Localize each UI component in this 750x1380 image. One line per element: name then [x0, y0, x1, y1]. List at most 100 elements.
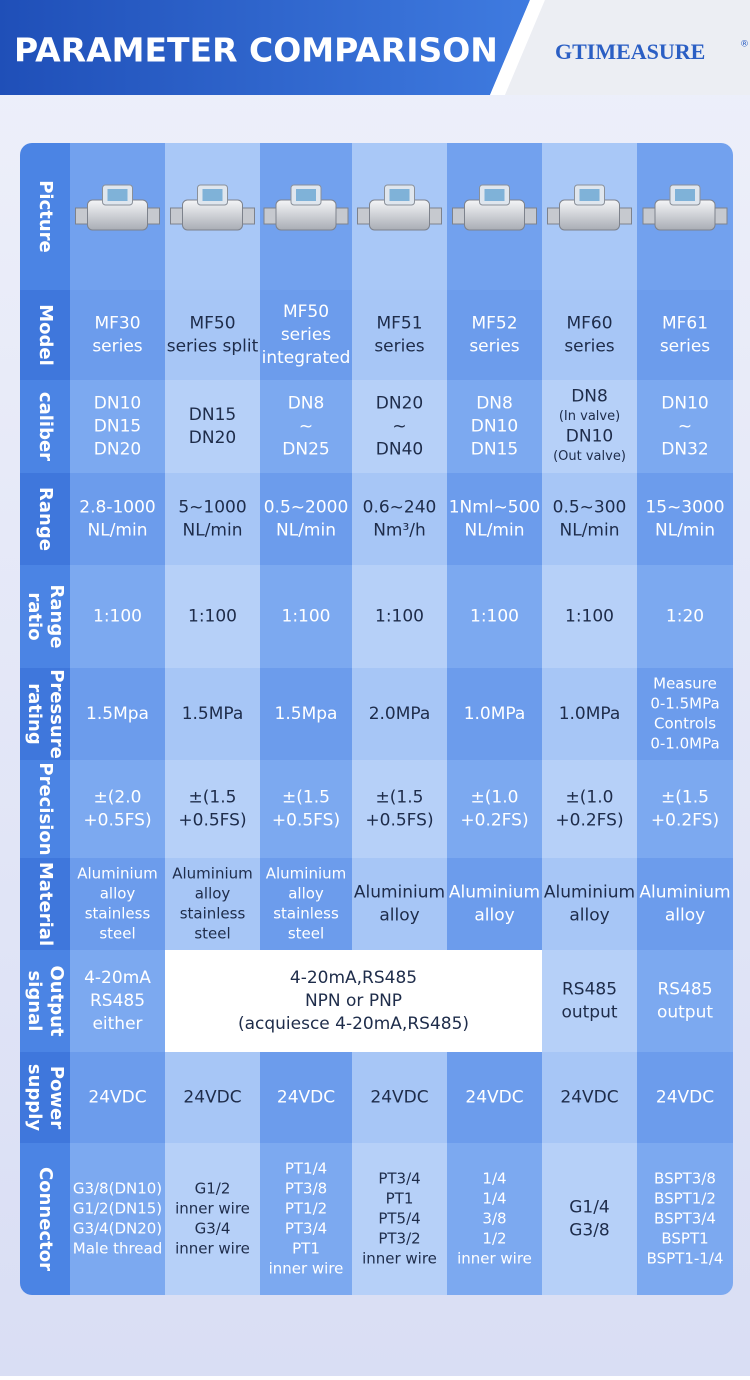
cell — [447, 380, 542, 473]
cell-text: PT1/2 — [285, 1200, 327, 1218]
cell-text: alloy — [665, 906, 705, 926]
product-port — [75, 207, 88, 225]
cell-text: Aluminium — [639, 883, 730, 903]
cell-text: series split — [167, 337, 259, 357]
cell-text: ±(1.5 — [189, 788, 237, 808]
cell-text: 1.5MPa — [182, 704, 244, 724]
product-port — [714, 207, 728, 225]
row-label-cell — [20, 1143, 70, 1295]
product-screen — [107, 189, 128, 201]
cell — [70, 380, 165, 473]
cell-text: inner wire — [362, 1250, 437, 1268]
cell — [542, 760, 637, 858]
cell-text: +0.2FS) — [555, 811, 623, 831]
cell — [165, 760, 260, 858]
cell — [70, 565, 165, 668]
cell-text: DN10 — [471, 417, 518, 437]
cell — [352, 565, 447, 668]
cell-text: steel — [288, 925, 324, 943]
cell-text: MF51 — [376, 314, 422, 334]
cell-text: 1.0MPa — [559, 704, 621, 724]
row-label: Range — [46, 585, 67, 649]
cell — [260, 1143, 352, 1295]
cell-text: BSPT1 — [661, 1230, 708, 1248]
row-label: caliber — [35, 392, 56, 461]
brand: GTIMEASURE — [555, 39, 705, 64]
cell-text: 24VDC — [370, 1088, 428, 1108]
row-label: supply — [24, 1064, 45, 1131]
cell-text: PT5/4 — [378, 1210, 420, 1228]
cell — [447, 858, 542, 950]
cell-text: DN25 — [282, 440, 329, 460]
cell-text: alloy — [474, 906, 514, 926]
cell-text: DN15 — [471, 440, 518, 460]
cell-text: alloy — [100, 885, 136, 903]
cell — [637, 473, 733, 565]
cell-text: DN10 — [94, 394, 141, 414]
cell-text: +0.5FS) — [272, 811, 340, 831]
banner-divider — [490, 0, 545, 95]
product-port — [429, 207, 442, 225]
cell-text: 3/8 — [482, 1210, 506, 1228]
product-screen — [579, 189, 600, 201]
cell-text: series — [564, 337, 614, 357]
cell-text: +0.5FS) — [178, 811, 246, 831]
cell-text: PT3/8 — [285, 1180, 327, 1198]
row-label: signal — [24, 971, 45, 1032]
row-label-cell — [20, 858, 70, 950]
product-port — [619, 207, 632, 225]
cell-text: alloy — [379, 906, 419, 926]
cell-text: 24VDC — [88, 1088, 146, 1108]
cell — [352, 668, 447, 760]
cell-text: ±(1.5 — [376, 788, 424, 808]
cell-text: 1/2 — [482, 1230, 506, 1248]
cell — [637, 1143, 733, 1295]
cell-text: DN40 — [376, 440, 423, 460]
cell-text: DN10 — [661, 394, 708, 414]
product-screen — [484, 189, 505, 201]
cell-text: series — [281, 325, 331, 345]
cell-text: 1:100 — [282, 607, 331, 627]
cell-text: G1/4 — [569, 1198, 610, 1218]
cell-text: (Out valve) — [553, 449, 626, 464]
row-label: Picture — [35, 180, 56, 253]
cell-text: DN20 — [94, 440, 141, 460]
cell-text: ±(1.5 — [282, 788, 330, 808]
cell — [447, 668, 542, 760]
cell-text: DN8 — [288, 394, 325, 414]
cell-text: DN8 — [476, 394, 513, 414]
cell — [352, 760, 447, 858]
product-port — [170, 207, 183, 225]
row-label: Pressure — [46, 669, 67, 759]
cell-text: 1:100 — [565, 607, 614, 627]
product-port — [642, 207, 656, 225]
cell-text: 1Nml~500 — [449, 498, 541, 518]
cell-text: MF30 — [94, 314, 140, 334]
product-port — [357, 207, 370, 225]
row-label: rating — [24, 683, 45, 745]
cell — [165, 473, 260, 565]
cell-text: 0.6~240 — [363, 498, 437, 518]
cell-text: (acquiesce 4-20mA,RS485) — [238, 1014, 469, 1034]
cell — [542, 565, 637, 668]
cell-text: either — [92, 1014, 142, 1034]
cell-text: series — [660, 337, 710, 357]
cell-text: +0.5FS) — [83, 811, 151, 831]
cell-text: NL/min — [655, 521, 715, 541]
cell-text: steel — [194, 925, 230, 943]
cell-text: 1/4 — [482, 1190, 506, 1208]
cell-text: 1.5Mpa — [86, 704, 149, 724]
cell — [352, 290, 447, 380]
cell-text: NL/min — [88, 521, 148, 541]
cell-text: DN10 — [566, 427, 613, 447]
cell — [70, 473, 165, 565]
cell-text: alloy — [195, 885, 231, 903]
cell-text: G1/2 — [195, 1180, 231, 1198]
row-label: Connector — [35, 1167, 56, 1271]
product-port — [524, 207, 537, 225]
cell-text: output — [657, 1003, 713, 1023]
cell-text: NPN or PNP — [305, 991, 402, 1011]
cell-text: BSPT3/4 — [654, 1210, 716, 1228]
cell-text: inner wire — [175, 1200, 250, 1218]
cell-text: NL/min — [465, 521, 525, 541]
